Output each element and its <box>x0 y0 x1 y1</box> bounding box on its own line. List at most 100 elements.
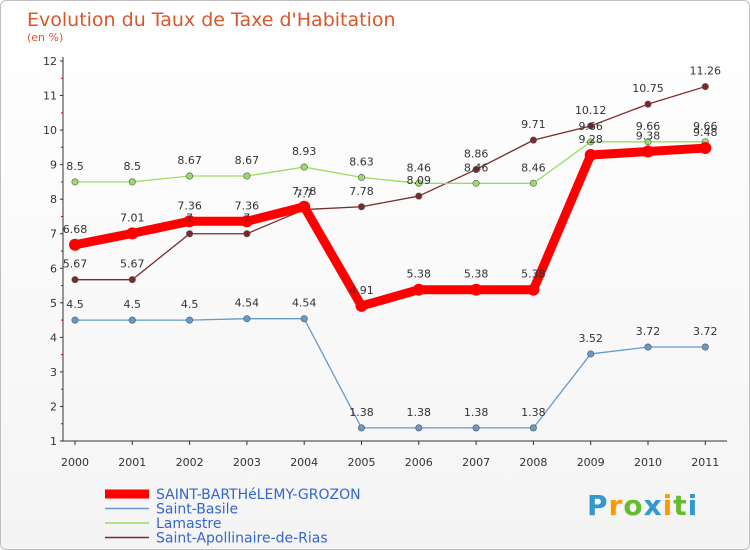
series-1 <box>71 315 709 432</box>
data-label: 8.86 <box>464 147 489 160</box>
data-point <box>701 83 709 91</box>
data-point <box>699 142 712 155</box>
data-label: 4.54 <box>235 297 260 310</box>
y-tick-label: 5 <box>50 297 57 310</box>
data-point <box>470 283 483 296</box>
data-point <box>298 200 311 213</box>
data-point <box>415 179 423 187</box>
data-point <box>243 315 251 323</box>
data-point <box>186 172 194 180</box>
y-tick-label: 4 <box>50 331 57 344</box>
series-line <box>74 85 706 281</box>
data-point <box>240 215 253 228</box>
data-point <box>243 172 251 180</box>
data-point <box>527 283 540 296</box>
x-tick-label: 2005 <box>348 456 376 469</box>
data-point <box>587 138 595 146</box>
data-point <box>644 100 652 108</box>
data-label: 7.7 <box>295 188 313 201</box>
data-point <box>300 163 308 171</box>
data-label: 4.5 <box>66 298 84 311</box>
data-label: 7 <box>186 212 193 225</box>
data-labels-layer: 5.67 5.677 77.7 7.788.098.869.7110.1210.751… <box>63 65 721 419</box>
legend-entry: Saint-Basile <box>156 502 238 518</box>
data-label: 1.38 <box>349 406 374 419</box>
y-tick-label: 7 <box>50 228 57 241</box>
data-label: 4.91 <box>349 284 374 297</box>
y-tick-label: 1 <box>50 435 57 448</box>
data-point <box>186 316 194 324</box>
logo-letter: x <box>643 489 663 522</box>
y-tick-label: 8 <box>50 193 57 206</box>
y-tick-label: 12 <box>43 55 57 68</box>
data-label: 3.52 <box>578 332 603 345</box>
logo-letter: P <box>587 489 609 522</box>
logo-letter: i <box>662 489 674 522</box>
data-point <box>126 227 139 240</box>
data-label: 1.38 <box>407 406 432 419</box>
data-label: 8.46 <box>521 161 546 174</box>
y-tick-label: 9 <box>50 159 57 172</box>
data-point <box>529 179 537 187</box>
series-0 <box>69 142 712 312</box>
data-label: 5.67 <box>120 258 145 271</box>
series-layer <box>69 83 712 432</box>
legend-entry: Lamastre <box>156 516 221 532</box>
data-point <box>128 276 136 284</box>
data-label: 4.54 <box>292 297 317 310</box>
x-tick-label: 2011 <box>691 456 719 469</box>
x-tick-label: 2009 <box>577 456 605 469</box>
data-label: 4.5 <box>124 298 142 311</box>
legend-entry: SAINT-BARTHéLEMY-GROZON <box>156 487 361 503</box>
data-point <box>186 230 194 238</box>
data-label: 7.78 <box>292 185 317 198</box>
data-label: 8.5 <box>66 160 84 173</box>
y-tick-label: 11 <box>43 90 57 103</box>
data-label: 8.5 <box>124 160 142 173</box>
data-label: 6.68 <box>63 223 88 236</box>
logo-letter: t <box>673 489 688 522</box>
series-3 <box>71 83 709 284</box>
x-tick-label: 2006 <box>405 456 433 469</box>
proxiti-logo: Proxiti <box>587 489 698 522</box>
series-2 <box>71 138 709 187</box>
data-label: 9.66 <box>693 120 718 133</box>
series-line <box>74 141 706 184</box>
data-point <box>529 136 537 144</box>
y-tick-label: 2 <box>50 400 57 413</box>
data-point <box>357 424 365 432</box>
chart-subtitle: (en %) <box>27 31 63 44</box>
x-tick-label: 2007 <box>462 456 490 469</box>
data-label: 8.67 <box>235 154 260 167</box>
data-point <box>71 316 79 324</box>
data-point <box>701 343 709 351</box>
data-label: 9.66 <box>636 120 661 133</box>
data-label: 9.48 <box>693 126 718 139</box>
data-label: 9.38 <box>636 130 661 143</box>
data-point <box>472 165 480 173</box>
data-label: 7.78 <box>349 185 374 198</box>
data-label: 5.67 <box>63 258 88 271</box>
data-label: 7.36 <box>235 199 260 212</box>
data-point <box>357 203 365 211</box>
data-point <box>300 315 308 323</box>
data-label: 8.09 <box>407 174 432 187</box>
data-point <box>472 424 480 432</box>
data-point <box>415 192 423 200</box>
legend: SAINT-BARTHéLEMY-GROZONSaint-BasileLamas… <box>105 487 361 547</box>
data-point <box>183 215 196 228</box>
data-label: 1.38 <box>464 406 489 419</box>
x-tick-label: 2010 <box>634 456 662 469</box>
x-tick-label: 2001 <box>118 456 146 469</box>
legend-entry: Saint-Apollinaire-de-Rias <box>156 531 328 547</box>
logo-letter: o <box>623 489 644 522</box>
data-label: 5.38 <box>464 268 489 281</box>
data-point <box>355 299 368 312</box>
data-point <box>412 283 425 296</box>
data-point <box>128 316 136 324</box>
data-label: 3.72 <box>693 325 718 338</box>
data-label: 8.46 <box>464 161 489 174</box>
x-tick-label: 2008 <box>519 456 547 469</box>
data-label: 3.72 <box>636 325 661 338</box>
